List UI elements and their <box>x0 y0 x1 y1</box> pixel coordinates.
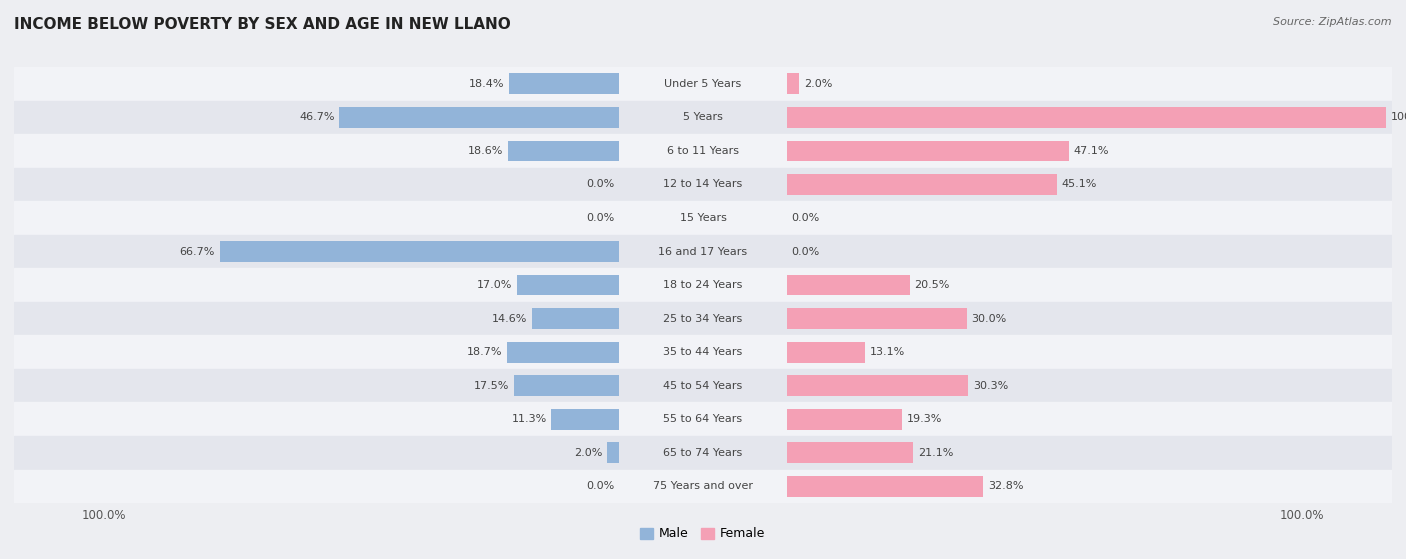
Text: 35 to 44 Years: 35 to 44 Years <box>664 347 742 357</box>
Bar <box>787 73 799 94</box>
Text: 13.1%: 13.1% <box>870 347 905 357</box>
Bar <box>14 436 1392 470</box>
Text: 5 Years: 5 Years <box>683 112 723 122</box>
Text: 0.0%: 0.0% <box>586 213 614 223</box>
Text: 75 Years and over: 75 Years and over <box>652 481 754 491</box>
Bar <box>509 73 619 94</box>
Text: 19.3%: 19.3% <box>907 414 942 424</box>
Text: 11.3%: 11.3% <box>512 414 547 424</box>
Text: 66.7%: 66.7% <box>180 247 215 257</box>
Bar <box>787 409 903 430</box>
Bar <box>14 302 1392 335</box>
Text: 2.0%: 2.0% <box>804 79 832 89</box>
Text: 46.7%: 46.7% <box>299 112 335 122</box>
Text: 12 to 14 Years: 12 to 14 Years <box>664 179 742 190</box>
Text: 2.0%: 2.0% <box>574 448 602 458</box>
Bar <box>508 342 619 363</box>
Bar <box>787 174 1057 195</box>
Bar <box>14 201 1392 235</box>
Bar <box>787 342 865 363</box>
Text: Source: ZipAtlas.com: Source: ZipAtlas.com <box>1274 17 1392 27</box>
Legend: Male, Female: Male, Female <box>641 528 765 541</box>
Bar <box>14 369 1392 402</box>
Text: 17.5%: 17.5% <box>474 381 509 391</box>
Bar <box>787 375 969 396</box>
Text: 21.1%: 21.1% <box>918 448 953 458</box>
Bar <box>14 101 1392 134</box>
Bar <box>14 402 1392 436</box>
Text: 20.5%: 20.5% <box>914 280 950 290</box>
Text: 0.0%: 0.0% <box>586 179 614 190</box>
Text: 18.7%: 18.7% <box>467 347 502 357</box>
Bar <box>508 140 619 162</box>
Text: 0.0%: 0.0% <box>586 481 614 491</box>
Text: 18.6%: 18.6% <box>468 146 503 156</box>
Bar <box>607 442 619 463</box>
Text: 100.0%: 100.0% <box>1391 112 1406 122</box>
Bar <box>517 274 619 296</box>
Text: 18 to 24 Years: 18 to 24 Years <box>664 280 742 290</box>
Text: 6 to 11 Years: 6 to 11 Years <box>666 146 740 156</box>
Bar <box>787 308 966 329</box>
Text: 32.8%: 32.8% <box>988 481 1024 491</box>
Bar <box>787 274 910 296</box>
Text: 25 to 34 Years: 25 to 34 Years <box>664 314 742 324</box>
Bar <box>14 67 1392 101</box>
Bar <box>14 268 1392 302</box>
Text: 30.3%: 30.3% <box>973 381 1008 391</box>
Text: Under 5 Years: Under 5 Years <box>665 79 741 89</box>
Bar <box>219 241 619 262</box>
Bar <box>787 107 1386 128</box>
Bar <box>339 107 619 128</box>
Bar <box>531 308 619 329</box>
Text: 45.1%: 45.1% <box>1062 179 1097 190</box>
Bar <box>14 335 1392 369</box>
Text: 14.6%: 14.6% <box>492 314 527 324</box>
Bar <box>14 470 1392 503</box>
Bar <box>14 235 1392 268</box>
Text: 45 to 54 Years: 45 to 54 Years <box>664 381 742 391</box>
Bar <box>14 168 1392 201</box>
Bar <box>14 134 1392 168</box>
Text: 30.0%: 30.0% <box>972 314 1007 324</box>
Bar <box>515 375 619 396</box>
Bar <box>787 442 914 463</box>
Text: 18.4%: 18.4% <box>468 79 505 89</box>
Text: 17.0%: 17.0% <box>477 280 513 290</box>
Text: 55 to 64 Years: 55 to 64 Years <box>664 414 742 424</box>
Text: INCOME BELOW POVERTY BY SEX AND AGE IN NEW LLANO: INCOME BELOW POVERTY BY SEX AND AGE IN N… <box>14 17 510 32</box>
Text: 15 Years: 15 Years <box>679 213 727 223</box>
Bar <box>551 409 619 430</box>
Text: 0.0%: 0.0% <box>792 247 820 257</box>
Text: 16 and 17 Years: 16 and 17 Years <box>658 247 748 257</box>
Bar <box>787 140 1069 162</box>
Text: 47.1%: 47.1% <box>1074 146 1109 156</box>
Text: 0.0%: 0.0% <box>792 213 820 223</box>
Text: 65 to 74 Years: 65 to 74 Years <box>664 448 742 458</box>
Bar <box>787 476 983 497</box>
